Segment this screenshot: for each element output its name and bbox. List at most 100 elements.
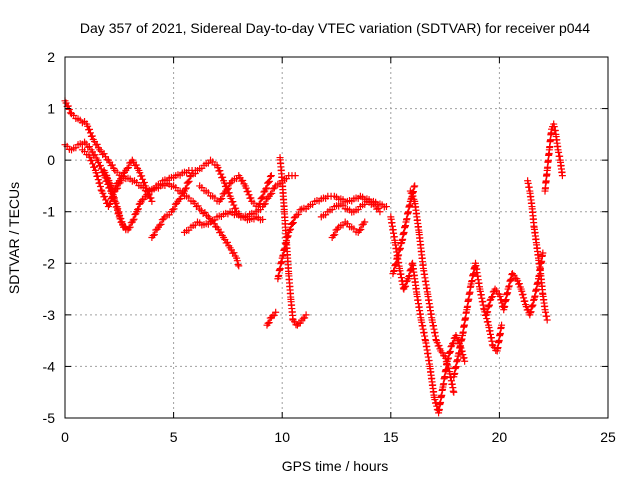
- data-point-trail: [266, 173, 274, 181]
- data-point-trail: [114, 184, 122, 192]
- data-point-trail: [150, 231, 158, 239]
- data-point-trail: [147, 194, 155, 202]
- data-point-trail: [125, 224, 133, 232]
- data-point-trail: [446, 348, 454, 356]
- data-point-trail: [515, 280, 523, 288]
- data-point-trail: [485, 302, 493, 310]
- series-sat-h: [196, 172, 275, 211]
- data-point-trail: [265, 178, 273, 186]
- data-point-trail: [113, 206, 121, 214]
- data-point-trail: [259, 193, 267, 201]
- data-point-trail: [219, 173, 227, 181]
- data-point: [411, 182, 419, 190]
- series-sat-j: [276, 154, 310, 329]
- data-point-trail: [262, 185, 270, 193]
- series-sat-m: [328, 218, 369, 241]
- data-point-trail: [408, 260, 416, 268]
- data-point-trail: [140, 195, 148, 203]
- data-point-trail: [216, 167, 224, 175]
- data-point-trail: [356, 226, 364, 234]
- data-point: [539, 249, 547, 257]
- data-point-trail: [108, 161, 116, 169]
- data-point-trail: [444, 361, 452, 369]
- x-tick-label: 20: [492, 429, 508, 445]
- data-point-trail: [288, 220, 296, 228]
- data-point-trail: [149, 231, 157, 239]
- data-point-trail: [459, 351, 467, 359]
- data-point: [508, 270, 516, 278]
- data-point-trail: [395, 251, 403, 259]
- data-point-trail: [194, 202, 202, 210]
- y-tick-labels: 2 1 0 -1 -2 -3 -4 -5: [43, 49, 56, 426]
- data-point-trail: [443, 357, 451, 365]
- data-point-trail: [157, 220, 165, 228]
- data-point-trail: [112, 200, 120, 208]
- data-point-trail: [126, 223, 134, 231]
- data-point: [437, 347, 445, 355]
- x-tick-label: 10: [274, 429, 290, 445]
- data-point-trail: [401, 283, 409, 291]
- data-point-trail: [270, 311, 278, 319]
- data-point-trail: [460, 354, 468, 362]
- data-point-trail: [442, 354, 450, 362]
- data-point-trail: [409, 192, 417, 200]
- data-point-trail: [129, 216, 137, 224]
- data-point-trail: [181, 185, 189, 193]
- data-point-trail: [530, 296, 538, 304]
- data-point: [235, 262, 243, 270]
- data-point: [302, 311, 310, 319]
- series-sat-e: [102, 166, 199, 234]
- x-tick-label: 15: [383, 429, 399, 445]
- series-sat-s: [524, 177, 551, 324]
- data-point-trail: [402, 282, 410, 290]
- data-point-trail: [134, 205, 142, 213]
- data-point: [96, 146, 104, 154]
- data-point-trail: [296, 206, 304, 214]
- data-point-trail: [294, 210, 302, 218]
- data-point-trail: [405, 273, 413, 281]
- data-point: [558, 172, 566, 180]
- data-point-trail: [223, 185, 231, 193]
- data-point-trail: [518, 287, 526, 295]
- data-point-trail: [115, 209, 123, 217]
- data-point-trail: [449, 339, 457, 347]
- data-point-trail: [217, 228, 225, 236]
- chart-title: Day 357 of 2021, Sidereal Day-to-day VTE…: [80, 20, 590, 36]
- data-point-trail: [397, 240, 405, 248]
- series-sat-i: [263, 308, 280, 329]
- data-point-trail: [96, 183, 104, 191]
- data-point-trail: [289, 219, 297, 227]
- data-point: [376, 208, 384, 216]
- y-tick-label: -1: [43, 204, 56, 220]
- data-point-trail: [93, 140, 101, 148]
- data-point-trail: [329, 231, 337, 239]
- data-point-trail: [138, 172, 146, 180]
- data-point-trail: [105, 177, 113, 185]
- data-point-trail: [110, 194, 118, 202]
- data-point-trail: [105, 200, 113, 208]
- data-point: [498, 321, 506, 329]
- data-point-trail: [229, 198, 237, 206]
- data-point-trail: [184, 178, 192, 186]
- series-sat-f: [148, 156, 267, 241]
- series-sat-l: [317, 197, 384, 221]
- data-point: [291, 172, 299, 180]
- data-point-trail: [140, 178, 148, 186]
- x-tick-labels: 0 5 10 15 20 25: [61, 429, 616, 445]
- data-point-trail: [287, 225, 295, 233]
- series-sat-o: [389, 182, 419, 278]
- data-point-trail: [218, 195, 226, 203]
- data-point-trail: [132, 161, 140, 169]
- data-point-trail: [431, 396, 439, 404]
- data-point-trail: [230, 249, 238, 257]
- data-point-trail: [486, 296, 494, 304]
- data-point-trail: [185, 177, 193, 185]
- x-tick-label: 5: [170, 429, 178, 445]
- data-point: [267, 172, 275, 180]
- data-point-trail: [396, 245, 404, 253]
- data-point: [491, 285, 499, 293]
- data-point-trail: [156, 221, 164, 229]
- data-point-trail: [390, 266, 398, 274]
- data-point-trail: [96, 161, 104, 169]
- data-point-trail: [527, 308, 535, 316]
